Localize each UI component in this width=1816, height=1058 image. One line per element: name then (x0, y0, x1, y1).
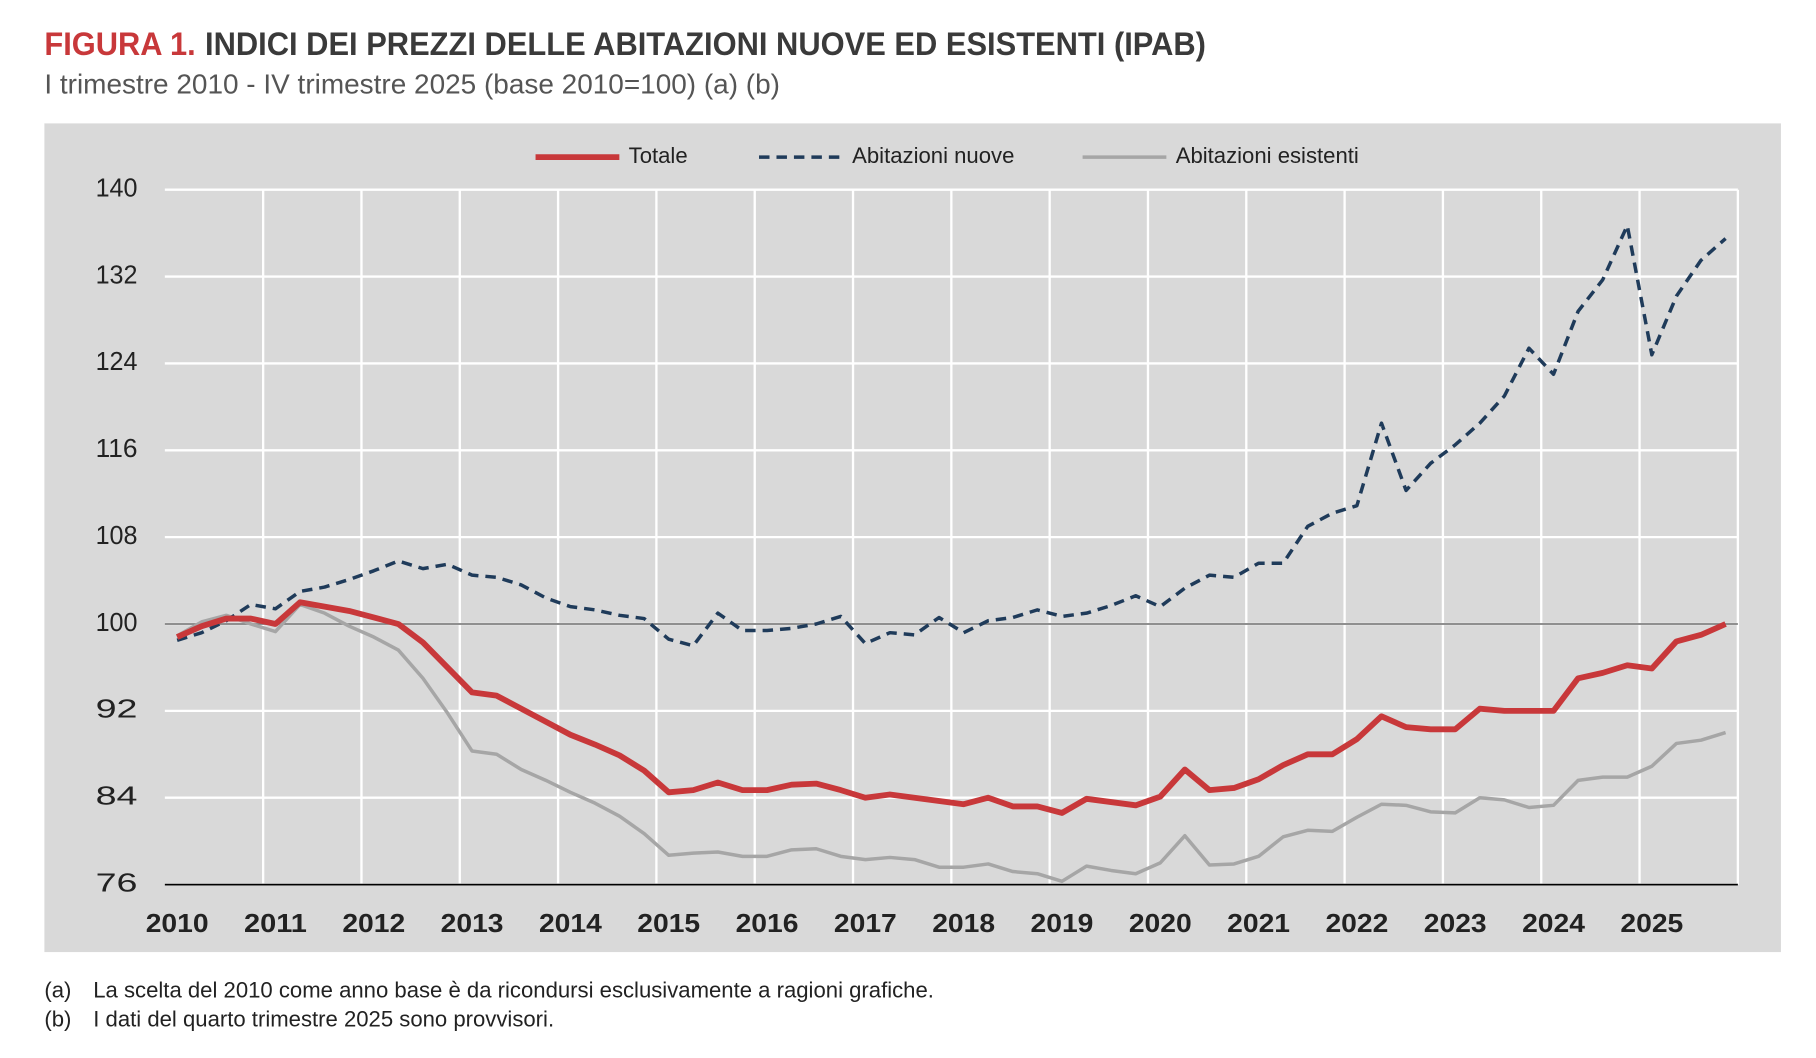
x-tick-label: 2025 (1620, 910, 1683, 938)
y-tick-label: 116 (96, 435, 138, 463)
x-tick-label: 2017 (834, 910, 897, 938)
x-tick-label: 2021 (1227, 910, 1290, 938)
legend-label: Abitazioni nuove (852, 143, 1014, 168)
y-tick-label: 124 (96, 348, 138, 376)
y-tick-label: 100 (96, 609, 138, 637)
y-tick-label: 132 (96, 261, 138, 289)
x-tick-label: 2019 (1031, 910, 1094, 938)
x-tick-label: 2011 (244, 910, 307, 938)
series-line (176, 602, 1727, 884)
y-tick-label: 108 (96, 522, 138, 550)
x-tick-label: 2024 (1522, 910, 1586, 938)
x-tick-label: 2023 (1424, 910, 1487, 938)
y-tick-label: 92 (96, 696, 138, 724)
y-tick-label: 140 (96, 174, 138, 202)
x-tick-label: 2016 (736, 910, 799, 938)
note-text: La scelta del 2010 come anno base è da r… (93, 978, 934, 1003)
legend-label: Abitazioni esistenti (1176, 143, 1359, 168)
note-marker: (b) (44, 1007, 71, 1032)
x-tick-label: 2015 (637, 910, 700, 938)
series-line (176, 223, 1727, 648)
y-tick-label: 76 (96, 869, 138, 897)
x-tick-label: 2022 (1325, 910, 1388, 938)
note-text: I dati del quarto trimestre 2025 sono pr… (93, 1007, 554, 1032)
series-line (175, 599, 1727, 816)
notes: (a) La scelta del 2010 come anno base è d… (44, 978, 934, 1032)
title-label: FIGURA 1. (44, 26, 195, 62)
y-tick-label: 84 (96, 782, 138, 810)
x-tick-label: 2014 (539, 910, 603, 938)
legend-label: Totale (629, 143, 688, 168)
chart-subtitle: I trimestre 2010 - IV trimestre 2025 (ba… (44, 69, 780, 100)
x-tick-label: 2012 (342, 910, 405, 938)
x-tick-label: 2010 (146, 910, 209, 938)
x-tick-label: 2018 (932, 910, 995, 938)
x-tick-label: 2020 (1129, 910, 1192, 938)
note-marker: (a) (44, 978, 71, 1003)
chart-title: INDICI DEI PREZZI DELLE ABITAZIONI NUOVE… (205, 26, 1206, 62)
x-tick-label: 2013 (441, 910, 504, 938)
